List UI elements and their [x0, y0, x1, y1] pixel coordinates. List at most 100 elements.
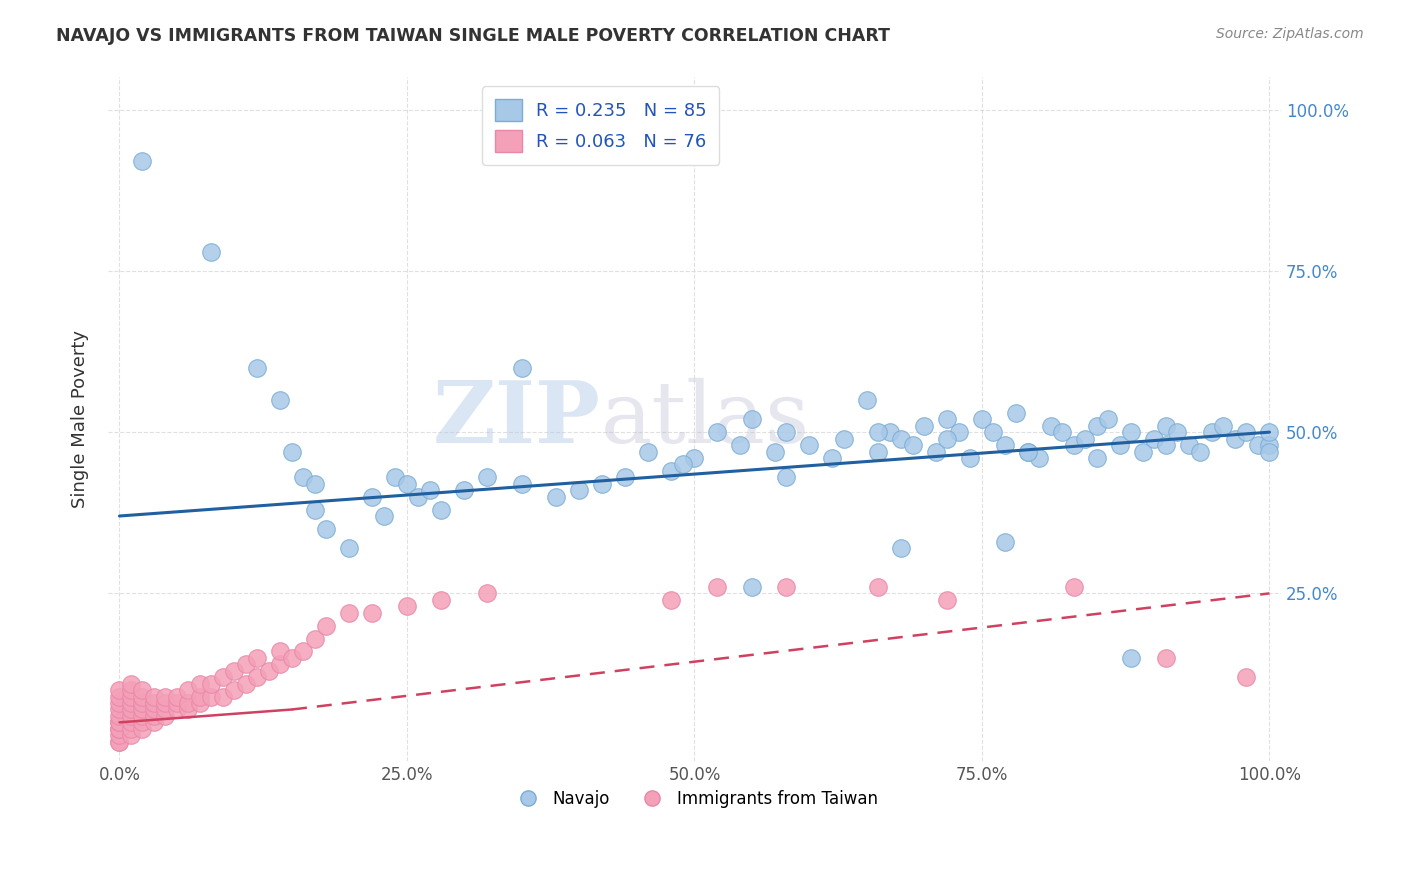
Point: [281, 651, 304, 665]
Point: [200, 244, 222, 259]
Point: [1039, 418, 1062, 433]
Point: [224, 664, 246, 678]
Point: [246, 651, 269, 665]
Point: [108, 722, 131, 736]
Point: [155, 696, 177, 710]
Point: [269, 644, 291, 658]
Text: ZIP: ZIP: [433, 377, 600, 461]
Point: [120, 722, 142, 736]
Point: [672, 458, 695, 472]
Point: [108, 690, 131, 704]
Point: [155, 709, 177, 723]
Point: [1258, 444, 1281, 458]
Point: [1178, 438, 1201, 452]
Point: [373, 508, 395, 523]
Point: [1258, 425, 1281, 439]
Point: [821, 450, 844, 465]
Point: [914, 418, 936, 433]
Point: [120, 683, 142, 698]
Text: NAVAJO VS IMMIGRANTS FROM TAIWAN SINGLE MALE POVERTY CORRELATION CHART: NAVAJO VS IMMIGRANTS FROM TAIWAN SINGLE …: [56, 27, 890, 45]
Point: [395, 599, 418, 614]
Point: [131, 154, 153, 169]
Point: [1017, 444, 1039, 458]
Point: [775, 580, 797, 594]
Point: [1236, 670, 1258, 684]
Point: [200, 690, 222, 704]
Point: [868, 580, 890, 594]
Point: [120, 709, 142, 723]
Point: [1143, 432, 1166, 446]
Point: [361, 490, 384, 504]
Point: [131, 683, 153, 698]
Point: [143, 715, 166, 730]
Point: [120, 728, 142, 742]
Point: [120, 690, 142, 704]
Point: [155, 690, 177, 704]
Point: [408, 490, 430, 504]
Point: [281, 444, 304, 458]
Point: [131, 702, 153, 716]
Point: [1109, 438, 1132, 452]
Point: [1154, 438, 1177, 452]
Point: [224, 683, 246, 698]
Point: [1085, 450, 1108, 465]
Point: [361, 606, 384, 620]
Point: [568, 483, 591, 498]
Point: [1189, 444, 1212, 458]
Point: [315, 618, 337, 632]
Point: [131, 696, 153, 710]
Point: [108, 728, 131, 742]
Point: [177, 696, 200, 710]
Point: [212, 670, 235, 684]
Point: [661, 592, 683, 607]
Point: [1052, 425, 1074, 439]
Point: [108, 722, 131, 736]
Point: [212, 690, 235, 704]
Point: [741, 580, 763, 594]
Point: [131, 690, 153, 704]
Point: [890, 432, 912, 446]
Y-axis label: Single Male Poverty: Single Male Poverty: [72, 330, 89, 508]
Point: [1154, 651, 1177, 665]
Point: [269, 392, 291, 407]
Point: [339, 541, 361, 556]
Point: [246, 360, 269, 375]
Point: [292, 470, 315, 484]
Point: [304, 632, 326, 646]
Point: [304, 502, 326, 516]
Point: [143, 709, 166, 723]
Point: [108, 735, 131, 749]
Point: [131, 715, 153, 730]
Point: [1201, 425, 1223, 439]
Point: [683, 450, 706, 465]
Point: [188, 690, 211, 704]
Point: [1236, 425, 1258, 439]
Point: [246, 670, 269, 684]
Point: [901, 438, 924, 452]
Point: [614, 470, 637, 484]
Point: [936, 412, 959, 426]
Point: [763, 444, 786, 458]
Point: [430, 592, 453, 607]
Point: [1097, 412, 1119, 426]
Point: [166, 690, 188, 704]
Point: [994, 438, 1017, 452]
Point: [856, 392, 879, 407]
Point: [959, 450, 981, 465]
Point: [510, 360, 533, 375]
Point: [384, 470, 406, 484]
Point: [983, 425, 1005, 439]
Point: [453, 483, 475, 498]
Point: [108, 696, 131, 710]
Point: [1121, 651, 1143, 665]
Point: [1166, 425, 1188, 439]
Point: [994, 534, 1017, 549]
Point: [741, 412, 763, 426]
Point: [108, 735, 131, 749]
Point: [339, 606, 361, 620]
Point: [1132, 444, 1154, 458]
Point: [832, 432, 855, 446]
Point: [188, 696, 211, 710]
Point: [1258, 438, 1281, 452]
Point: [970, 412, 993, 426]
